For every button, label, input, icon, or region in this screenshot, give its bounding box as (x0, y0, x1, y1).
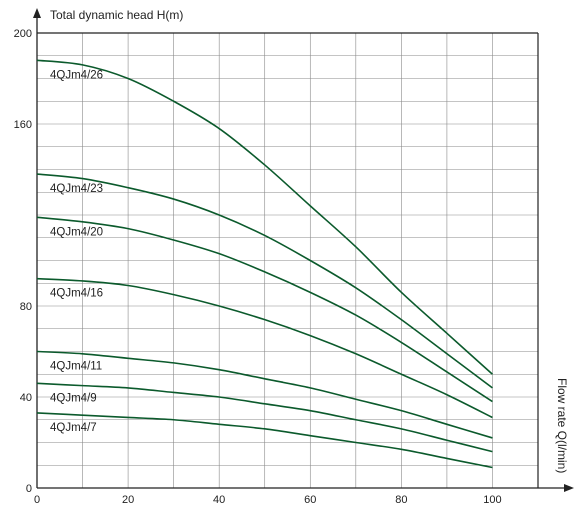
y-axis-title: Total dynamic head H(m) (50, 8, 183, 22)
series-labels: 4QJm4/26 4QJm4/23 4QJm4/20 4QJm4/16 4QJm4/11… (50, 69, 103, 434)
series-line (36, 216, 493, 403)
x-tick-label: 0 (34, 494, 40, 506)
series-line (36, 412, 493, 469)
series-label: 4QJm4/7 (50, 422, 97, 434)
x-tick-label: 80 (395, 494, 407, 506)
y-tick-label: 160 (14, 119, 32, 131)
x-axis-arrow (564, 484, 574, 492)
grid (37, 33, 538, 488)
series-line (36, 59, 493, 375)
tick-labels: 0 20 40 60 80 100 0 40 80 160 200 (14, 28, 502, 506)
y-axis-arrow (33, 8, 41, 18)
series-line (36, 277, 493, 419)
axes (33, 8, 574, 492)
x-tick-label: 40 (213, 494, 225, 506)
x-axis-title: Flow rate Q(l/min) (555, 378, 569, 473)
series-label: 4QJm4/26 (50, 69, 103, 81)
x-tick-label: 20 (122, 494, 134, 506)
series-line (36, 382, 493, 453)
y-tick-label: 0 (26, 483, 32, 495)
x-tick-label: 100 (483, 494, 501, 506)
y-tick-label: 40 (20, 392, 32, 404)
series-lines (36, 59, 493, 469)
series-label: 4QJm4/11 (50, 361, 102, 373)
series-label: 4QJm4/16 (50, 288, 103, 300)
series-line (36, 173, 493, 389)
series-label: 4QJm4/9 (50, 392, 97, 404)
series-line (36, 350, 493, 439)
series-label: 4QJm4/20 (50, 226, 103, 238)
series-label: 4QJm4/23 (50, 183, 103, 195)
y-tick-label: 200 (14, 28, 32, 40)
y-tick-label: 80 (20, 301, 32, 313)
x-tick-label: 60 (304, 494, 316, 506)
